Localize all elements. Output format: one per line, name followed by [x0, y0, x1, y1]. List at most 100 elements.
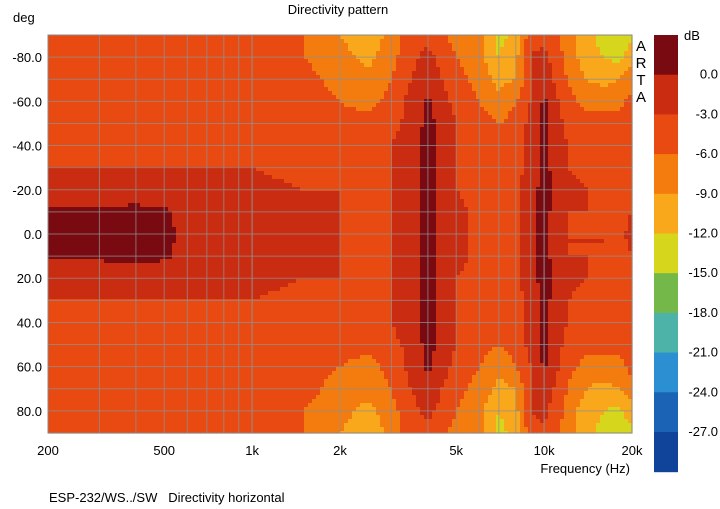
heatmap-cell [320, 159, 325, 164]
heatmap-cell [540, 39, 545, 44]
heatmap-cell [404, 67, 409, 72]
heatmap-cell [180, 43, 185, 48]
heatmap-cell [616, 87, 621, 92]
heatmap-cell [592, 111, 597, 116]
heatmap-cell [232, 71, 237, 76]
heatmap-cell [152, 35, 157, 40]
heatmap-cell [416, 39, 421, 44]
heatmap-cell [604, 139, 609, 144]
heatmap-cell [328, 67, 333, 72]
heatmap-cell [64, 151, 69, 156]
heatmap-cell [532, 167, 537, 172]
heatmap-cell [248, 51, 253, 56]
heatmap-cell [512, 63, 517, 68]
heatmap-cell [464, 107, 469, 112]
heatmap-cell [188, 43, 193, 48]
heatmap-cell [568, 127, 573, 132]
heatmap-cell [408, 47, 413, 52]
heatmap-cell [456, 115, 461, 120]
heatmap-cell [184, 147, 189, 152]
heatmap-cell [432, 59, 437, 64]
heatmap-cell [156, 119, 161, 124]
heatmap-cell [132, 163, 137, 168]
heatmap-cell [616, 131, 621, 136]
heatmap-cell [620, 123, 625, 128]
heatmap-cell [216, 83, 221, 88]
heatmap-cell [408, 43, 413, 48]
heatmap-cell [336, 147, 341, 152]
heatmap-cell [196, 123, 201, 128]
heatmap-cell [356, 163, 361, 168]
heatmap-cell [204, 51, 209, 56]
heatmap-cell [48, 115, 53, 120]
heatmap-cell [348, 115, 353, 120]
heatmap-cell [244, 151, 249, 156]
heatmap-cell [280, 159, 285, 164]
heatmap-cell [580, 119, 585, 124]
heatmap-cell [444, 123, 449, 128]
heatmap-cell [396, 75, 401, 80]
heatmap-cell [356, 167, 361, 172]
heatmap-cell [164, 135, 169, 140]
heatmap-cell [472, 127, 477, 132]
heatmap-cell [284, 111, 289, 116]
heatmap-cell [136, 151, 141, 156]
heatmap-cell [420, 83, 425, 88]
heatmap-cell [380, 83, 385, 88]
heatmap-cell [100, 127, 105, 132]
heatmap-cell [48, 151, 53, 156]
heatmap-cell [592, 91, 597, 96]
heatmap-cell [504, 123, 509, 128]
heatmap-cell [556, 155, 561, 160]
heatmap-cell [332, 67, 337, 72]
heatmap-cell [52, 131, 57, 136]
heatmap-cell [140, 71, 145, 76]
heatmap-cell [608, 135, 613, 140]
heatmap-cell [96, 59, 101, 64]
heatmap-cell [356, 71, 361, 76]
heatmap-cell [48, 91, 53, 96]
heatmap-cell [568, 163, 573, 168]
heatmap-cell [504, 87, 509, 92]
heatmap-cell [420, 163, 425, 168]
heatmap-cell [168, 163, 173, 168]
heatmap-cell [48, 123, 53, 128]
heatmap-cell [248, 79, 253, 84]
heatmap-cell [556, 59, 561, 64]
heatmap-cell [368, 139, 373, 144]
heatmap-cell [128, 155, 133, 160]
heatmap-cell [424, 151, 429, 156]
heatmap-cell [172, 87, 177, 92]
heatmap-cell [300, 39, 305, 44]
heatmap-cell [408, 51, 413, 56]
heatmap-cell [332, 119, 337, 124]
heatmap-cell [396, 87, 401, 92]
heatmap-cell [496, 167, 501, 172]
heatmap-cell [84, 35, 89, 40]
heatmap-cell [588, 43, 593, 48]
heatmap-cell [120, 147, 125, 152]
heatmap-cell [108, 63, 113, 68]
heatmap-cell [104, 103, 109, 108]
heatmap-cell [116, 135, 121, 140]
heatmap-cell [396, 39, 401, 44]
heatmap-cell [520, 131, 525, 136]
heatmap-cell [348, 151, 353, 156]
heatmap-cell [468, 103, 473, 108]
heatmap-cell [592, 51, 597, 56]
heatmap-cell [196, 87, 201, 92]
heatmap-cell [148, 163, 153, 168]
heatmap-cell [356, 103, 361, 108]
heatmap-cell [80, 155, 85, 160]
heatmap-cell [536, 111, 541, 116]
heatmap-cell [448, 43, 453, 48]
heatmap-cell [260, 67, 265, 72]
heatmap-cell [152, 75, 157, 80]
heatmap-cell [628, 95, 633, 100]
heatmap-cell [400, 127, 405, 132]
heatmap-cell [120, 71, 125, 76]
heatmap-cell [520, 59, 525, 64]
heatmap-cell [468, 159, 473, 164]
heatmap-cell [52, 43, 57, 48]
heatmap-cell [404, 119, 409, 124]
